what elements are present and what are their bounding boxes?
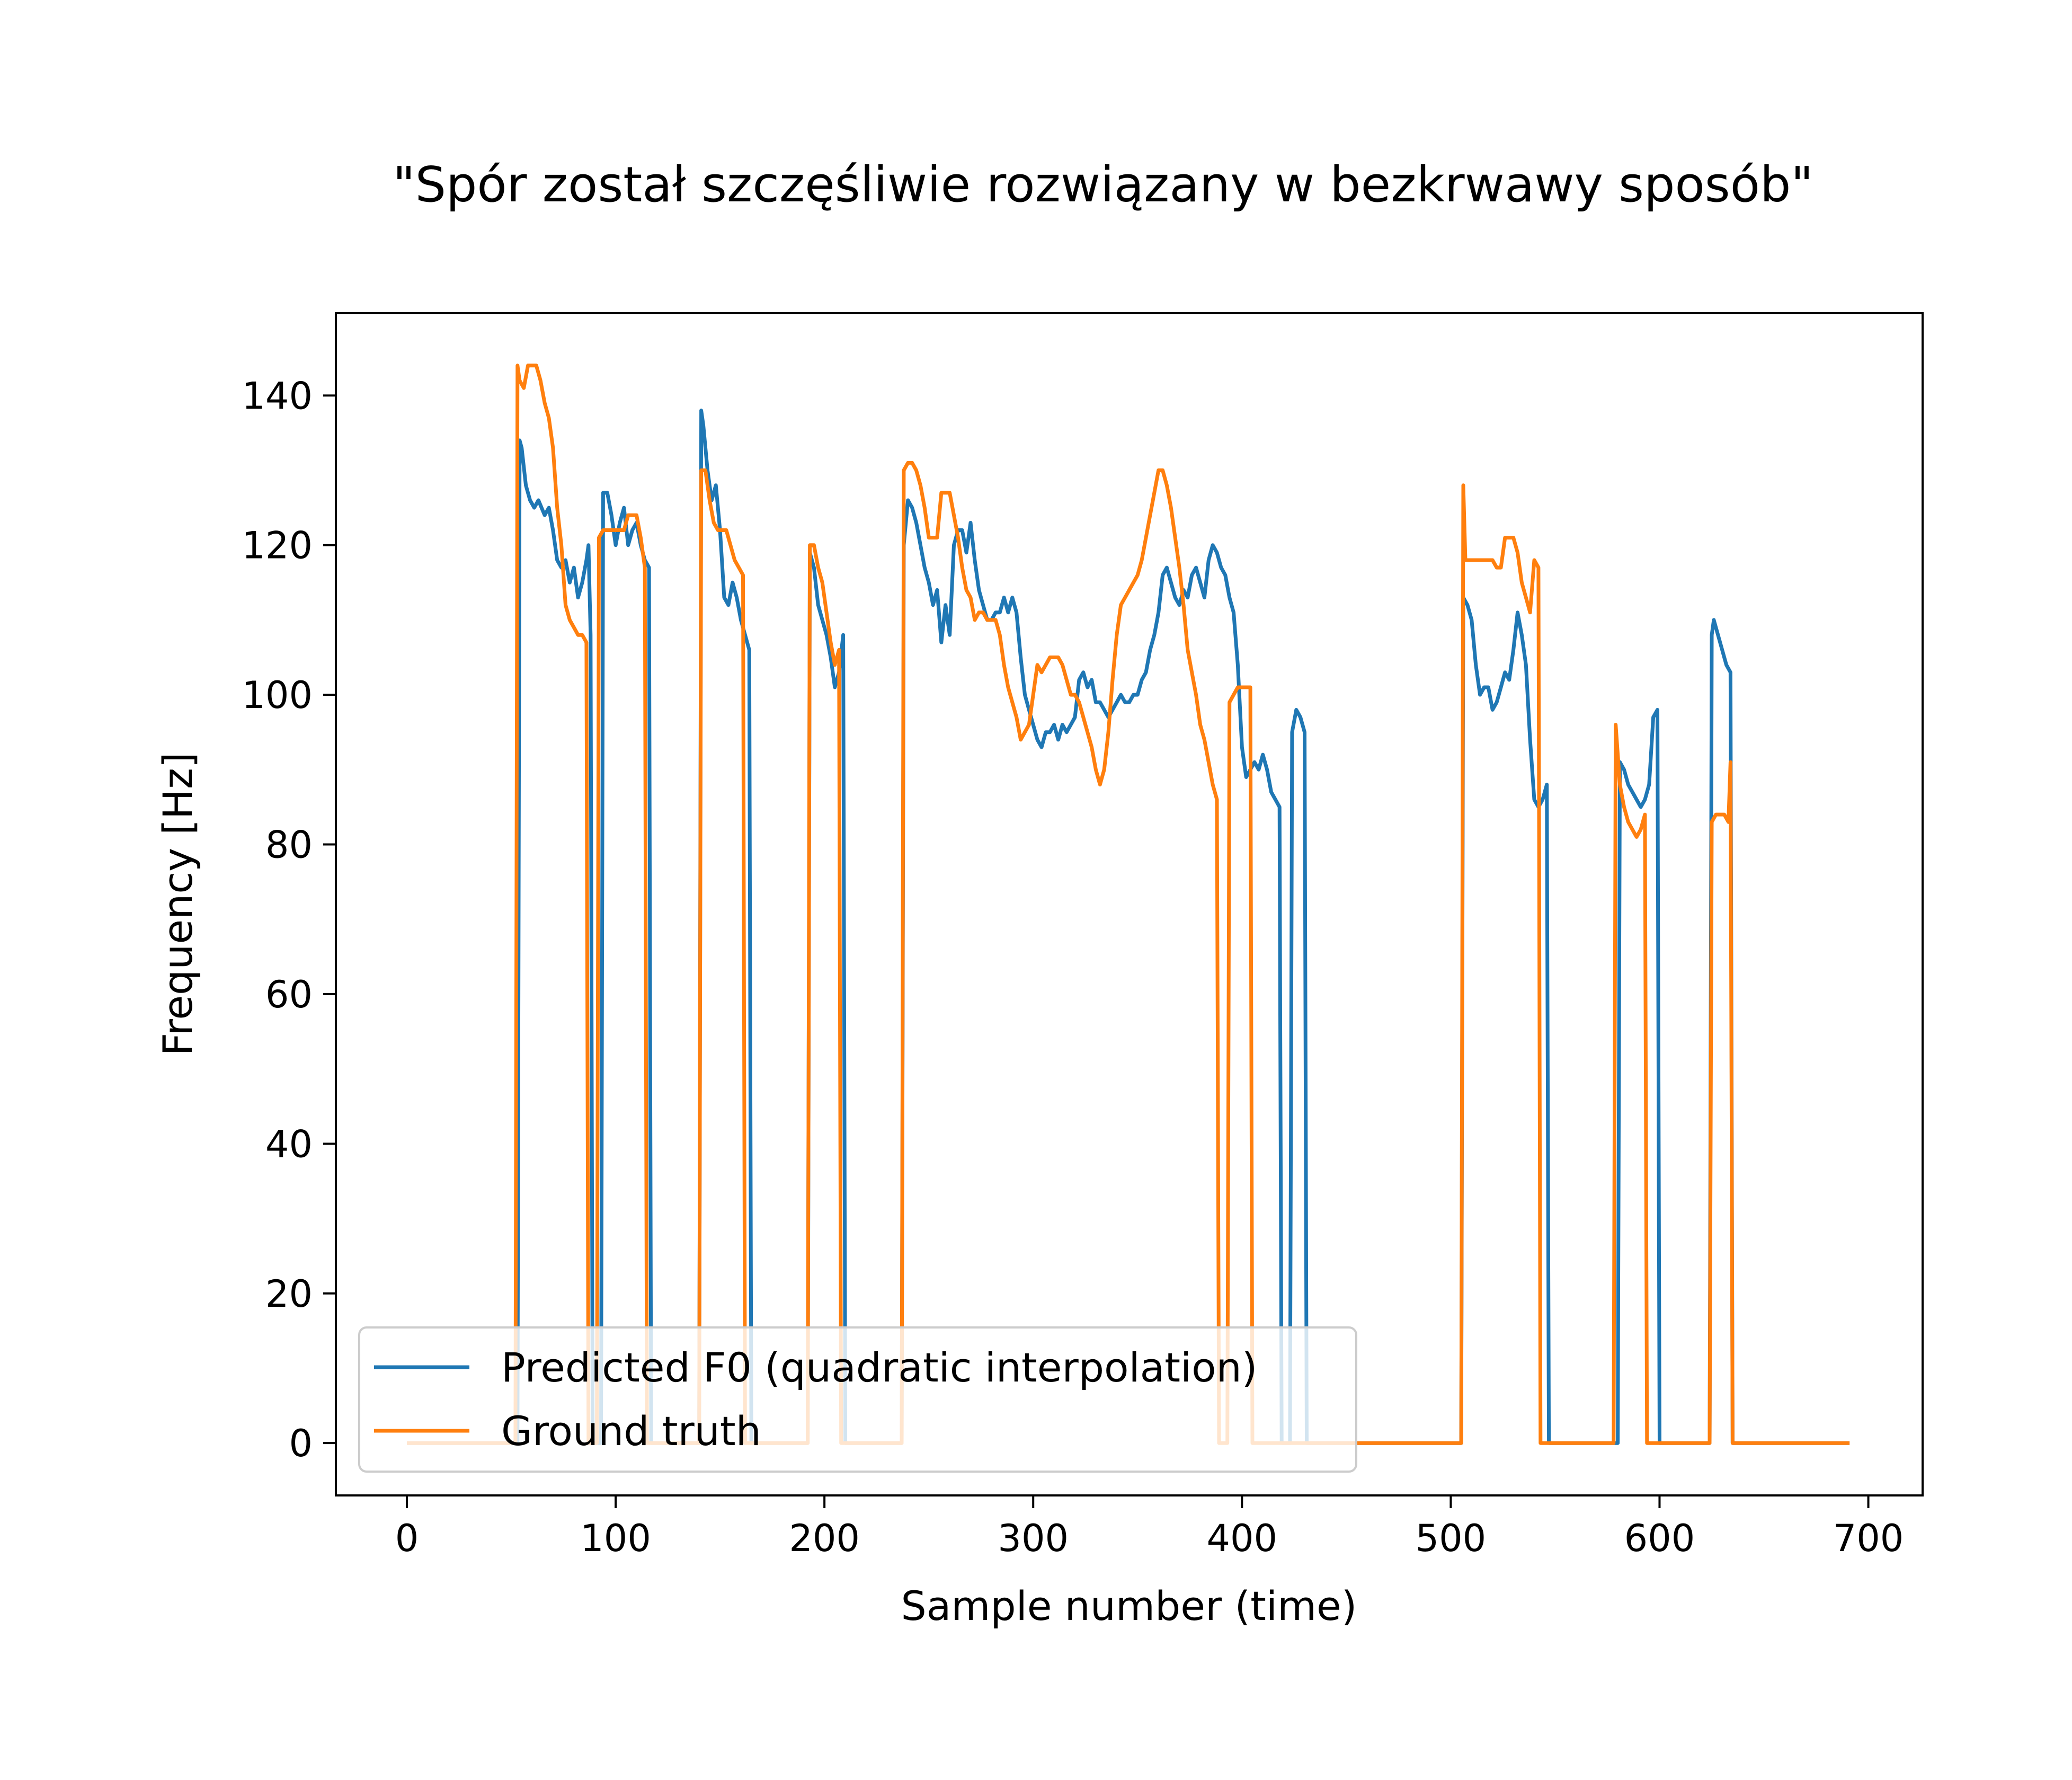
series-layer [407,364,1850,1445]
chart-title: "Spór został szczęśliwie rozwiązany w be… [393,156,1813,213]
x-tick-label: 400 [1206,1517,1277,1560]
legend-label-predicted: Predicted F0 (quadratic interpolation) [501,1344,1257,1391]
x-tick-label: 700 [1833,1517,1904,1560]
plot-area [335,312,1924,1496]
legend-box [358,1326,1357,1473]
x-tick-label: 100 [580,1517,651,1560]
y-tick-label: 40 [265,1122,313,1166]
x-axis-label: Sample number (time) [901,1582,1357,1630]
y-axis-label: Frequency [Hz] [154,752,201,1056]
axes-frame [335,312,1924,1496]
legend-label-ground-truth: Ground truth [501,1407,761,1455]
series-line-ground-truth [407,364,1850,1445]
y-axis-ticks: 0 20 40 60 80 100 120 140 [242,374,336,1465]
y-tick-label: 20 [265,1272,313,1316]
y-tick-label: 100 [242,674,313,717]
y-tick-label: 120 [242,524,313,568]
x-tick-label: 200 [789,1517,860,1560]
y-tick-label: 60 [265,973,313,1016]
legend: Predicted F0 (quadratic interpolation) G… [358,1326,1357,1473]
y-tick-label: 80 [265,823,313,867]
y-tick-label: 140 [242,374,313,418]
x-axis-ticks: 0 100 200 300 400 500 600 700 [395,1495,1904,1560]
y-tick-label: 0 [289,1422,313,1465]
x-tick-label: 300 [998,1517,1069,1560]
x-tick-label: 500 [1416,1517,1487,1560]
x-tick-label: 600 [1624,1517,1695,1560]
x-tick-label: 0 [395,1517,419,1560]
